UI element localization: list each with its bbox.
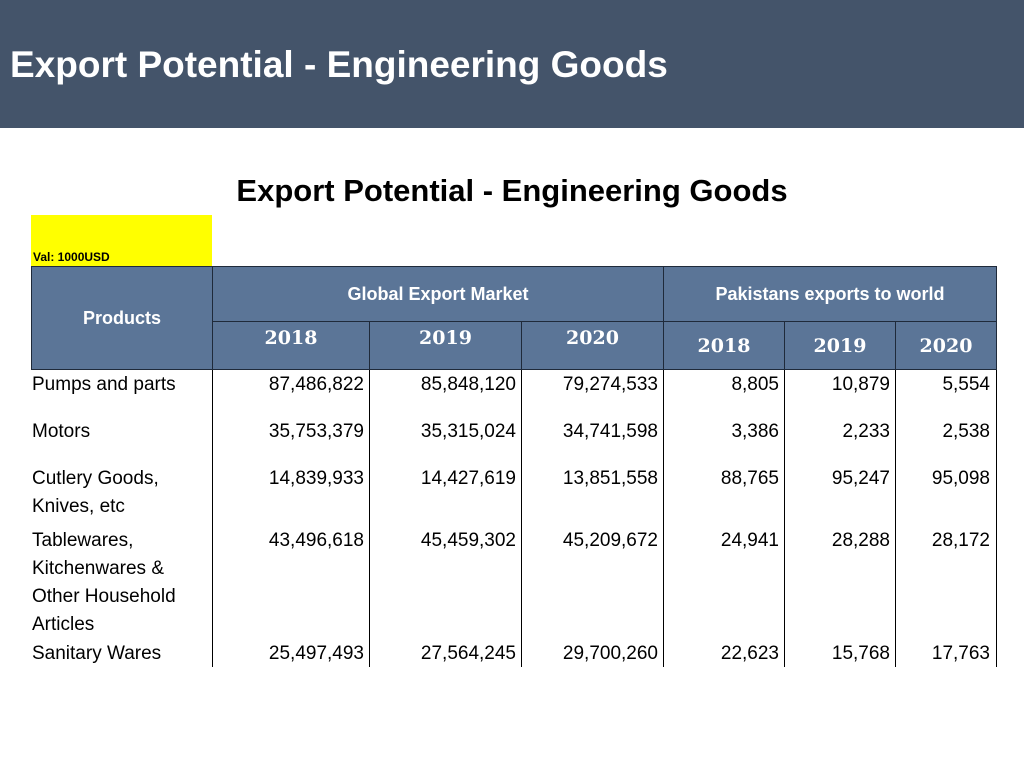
global-2020-value: 34,741,598	[562, 421, 658, 442]
global-2020-value: 45,209,672	[562, 530, 658, 551]
unit-label: Val: 1000USD	[33, 250, 110, 264]
column-divider	[895, 370, 896, 667]
pakistan-2019-value: 15,768	[831, 643, 890, 664]
global-2018-value: 25,497,493	[268, 643, 364, 664]
slide-header: Export Potential - Engineering Goods	[0, 0, 1024, 128]
pakistan-2018-value: 24,941	[720, 530, 779, 551]
column-divider	[663, 370, 664, 667]
pakistan-2020-value: 2,538	[942, 421, 990, 442]
pakistan-2020-value: 95,098	[931, 468, 990, 489]
pakistan-2019-value: 10,879	[831, 374, 890, 395]
global-year-2020-header: 2020	[521, 321, 664, 355]
product-name: Motors	[32, 421, 91, 442]
product-name: Tablewares, Kitchenwares & Other Househo…	[32, 530, 176, 635]
global-2019-value: 27,564,245	[420, 643, 516, 664]
product-name: Sanitary Wares	[32, 643, 162, 664]
pakistan-2018-value: 3,386	[731, 421, 779, 442]
global-export-market-header: Global Export Market	[212, 266, 664, 322]
global-year-2019-header: 2019	[369, 321, 522, 355]
slide-title: Export Potential - Engineering Goods	[10, 44, 668, 85]
pakistan-2018-value: 8,805	[731, 374, 779, 395]
global-2019-value: 14,427,619	[420, 468, 516, 489]
global-year-2018-header: 2018	[212, 321, 370, 355]
global-year-divider-2	[521, 354, 522, 370]
column-divider	[212, 370, 213, 667]
pakistan-2018-value: 22,623	[720, 643, 779, 664]
global-year-header-fill	[212, 354, 664, 370]
global-2019-value: 45,459,302	[420, 530, 516, 551]
global-2020-value: 13,851,558	[562, 468, 658, 489]
column-divider	[784, 370, 785, 667]
global-2018-value: 14,839,933	[268, 468, 364, 489]
pakistan-2020-value: 5,554	[942, 374, 990, 395]
product-name: Cutlery Goods, Knives, etc	[32, 468, 159, 517]
column-divider	[369, 370, 370, 667]
pakistan-year-2019-header: 2019	[784, 321, 896, 370]
pakistan-year-2020-header: 2020	[895, 321, 997, 370]
pakistan-2019-value: 28,288	[831, 530, 890, 551]
product-name: Pumps and parts	[32, 374, 176, 395]
column-divider	[996, 370, 997, 667]
products-header: Products	[31, 266, 213, 370]
pakistan-2018-value: 88,765	[720, 468, 779, 489]
global-2019-value: 35,315,024	[420, 421, 516, 442]
column-divider	[521, 370, 522, 667]
global-2018-value: 87,486,822	[268, 374, 364, 395]
global-year-divider-1	[369, 354, 370, 370]
global-2018-value: 43,496,618	[268, 530, 364, 551]
unit-cell: Val: 1000USD	[31, 215, 212, 266]
global-2020-value: 29,700,260	[562, 643, 658, 664]
global-2018-value: 35,753,379	[268, 421, 364, 442]
table-title: Export Potential - Engineering Goods	[236, 173, 788, 208]
pakistan-2020-value: 17,763	[931, 643, 990, 664]
pakistan-2020-value: 28,172	[931, 530, 990, 551]
pakistan-2019-value: 2,233	[842, 421, 890, 442]
global-2020-value: 79,274,533	[562, 374, 658, 395]
pakistan-2019-value: 95,247	[831, 468, 890, 489]
pakistan-year-2018-header: 2018	[663, 321, 785, 370]
pakistan-exports-header: Pakistans exports to world	[663, 266, 997, 322]
global-2019-value: 85,848,120	[420, 374, 516, 395]
